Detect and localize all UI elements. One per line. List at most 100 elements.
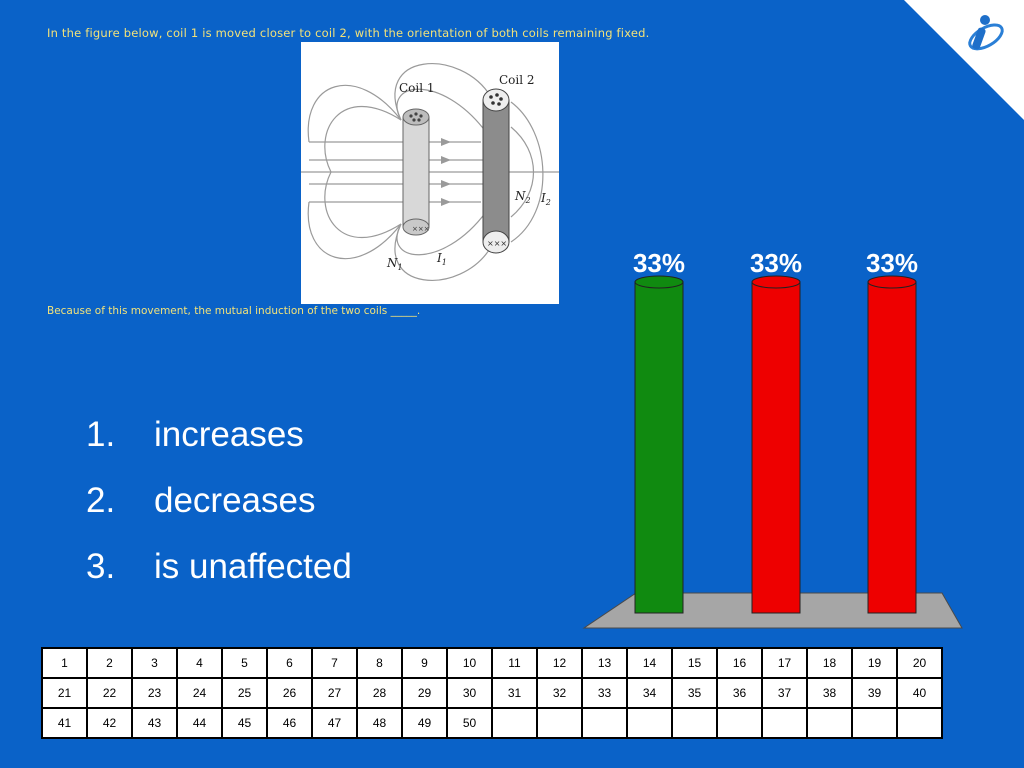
grid-cell: 32	[536, 677, 583, 709]
grid-cell: 18	[806, 647, 853, 679]
grid-cell: 41	[41, 707, 88, 739]
grid-cell: 49	[401, 707, 448, 739]
grid-cell: 3	[131, 647, 178, 679]
answer-number: 2.	[86, 481, 116, 520]
answer-list: 1. increases 2. decreases 3. is unaffect…	[86, 415, 352, 613]
grid-cell: 34	[626, 677, 673, 709]
grid-cell: 1	[41, 647, 88, 679]
grid-cell: 2	[86, 647, 133, 679]
grid-cell: 7	[311, 647, 358, 679]
grid-cell	[671, 707, 718, 739]
answer-text: is unaffected	[154, 547, 352, 586]
grid-cell: 8	[356, 647, 403, 679]
grid-cell	[806, 707, 853, 739]
answer-option-2: 2. decreases	[86, 481, 352, 547]
grid-cell: 29	[401, 677, 448, 709]
grid-cell	[581, 707, 628, 739]
grid-cell	[851, 707, 898, 739]
grid-cell: 43	[131, 707, 178, 739]
grid-cell	[536, 707, 583, 739]
chart-bar-cap-2	[751, 275, 801, 289]
grid-cell: 20	[896, 647, 943, 679]
grid-cell: 10	[446, 647, 493, 679]
grid-cell: 42	[86, 707, 133, 739]
grid-cell: 38	[806, 677, 853, 709]
grid-cell	[896, 707, 943, 739]
chart-bar-cap-3	[867, 275, 917, 289]
grid-cell: 25	[221, 677, 268, 709]
chart-bar-3	[867, 281, 917, 614]
coil1-label: Coil 1	[399, 81, 435, 95]
answer-number: 3.	[86, 547, 116, 586]
question-text: In the figure below, coil 1 is moved clo…	[47, 26, 650, 40]
grid-cell: 27	[311, 677, 358, 709]
grid-cell: 44	[176, 707, 223, 739]
n2-label: N	[514, 189, 526, 203]
grid-cell	[491, 707, 538, 739]
svg-text:N2: N2	[514, 189, 531, 205]
grid-cell: 11	[491, 647, 538, 679]
grid-cell: 46	[266, 707, 313, 739]
grid-cell: 24	[176, 677, 223, 709]
grid-cell: 30	[446, 677, 493, 709]
grid-cell: 22	[86, 677, 133, 709]
grid-cell: 48	[356, 707, 403, 739]
response-grid: 1 2 3 4 5 6 7 8 9 10 11 12 13 14 15 16 17 18 19 20 21 22 23 24 2…	[41, 647, 943, 739]
grid-row: 41 42 43 44 45 46 47 48 49 50	[41, 707, 943, 739]
grid-cell: 6	[266, 647, 313, 679]
chart-value-label: 33%	[633, 248, 685, 278]
grid-cell: 26	[266, 677, 313, 709]
grid-cell: 40	[896, 677, 943, 709]
grid-cell: 14	[626, 647, 673, 679]
grid-row: 1 2 3 4 5 6 7 8 9 10 11 12 13 14 15 16 17 18 19 20	[41, 647, 943, 679]
answer-number: 1.	[86, 415, 116, 454]
svg-text:×××: ×××	[412, 225, 430, 233]
i2-subscript: 2	[545, 198, 551, 207]
grid-cell	[761, 707, 808, 739]
grid-row: 21 22 23 24 25 26 27 28 29 30 31 32 33 34 35 36 37 38 39 40	[41, 677, 943, 709]
chart-bar-1	[634, 281, 684, 614]
svg-text:I2: I2	[540, 191, 551, 207]
svg-text:N1: N1	[386, 256, 403, 272]
grid-cell: 47	[311, 707, 358, 739]
grid-cell: 50	[446, 707, 493, 739]
answer-option-1: 1. increases	[86, 415, 352, 481]
grid-cell: 39	[851, 677, 898, 709]
grid-cell: 23	[131, 677, 178, 709]
grid-cell: 16	[716, 647, 763, 679]
chart-value-label: 33%	[750, 248, 802, 278]
grid-cell: 13	[581, 647, 628, 679]
prompt-text: Because of this movement, the mutual ind…	[47, 305, 421, 317]
grid-cell: 19	[851, 647, 898, 679]
answer-text: decreases	[154, 481, 316, 520]
grid-cell: 17	[761, 647, 808, 679]
grid-cell	[716, 707, 763, 739]
i1-label: I	[436, 251, 442, 265]
grid-cell: 37	[761, 677, 808, 709]
answer-text: increases	[154, 415, 304, 454]
chart-value-label: 33%	[866, 248, 918, 278]
n1-label: N	[386, 256, 398, 270]
grid-cell: 45	[221, 707, 268, 739]
grid-cell: 15	[671, 647, 718, 679]
grid-cell: 9	[401, 647, 448, 679]
grid-cell: 31	[491, 677, 538, 709]
grid-cell: 35	[671, 677, 718, 709]
i2-label: I	[540, 191, 546, 205]
n2-subscript: 2	[525, 196, 531, 205]
chart-bar-2	[751, 281, 801, 614]
response-bar-chart: 33%133%233%3	[582, 248, 963, 662]
grid-cell: 21	[41, 677, 88, 709]
grid-cell: 12	[536, 647, 583, 679]
turning-point-logo-icon	[904, 0, 1024, 120]
n1-subscript: 1	[398, 263, 403, 272]
grid-cell: 28	[356, 677, 403, 709]
answer-option-3: 3. is unaffected	[86, 547, 352, 613]
grid-cell	[626, 707, 673, 739]
coil-figure: ××× ××× Coil 1 Coil 2 N1 I1 N2 I2	[301, 42, 559, 304]
grid-cell: 36	[716, 677, 763, 709]
svg-text:I1: I1	[436, 251, 447, 267]
coil2-label: Coil 2	[499, 73, 535, 87]
grid-cell: 33	[581, 677, 628, 709]
grid-cell: 4	[176, 647, 223, 679]
